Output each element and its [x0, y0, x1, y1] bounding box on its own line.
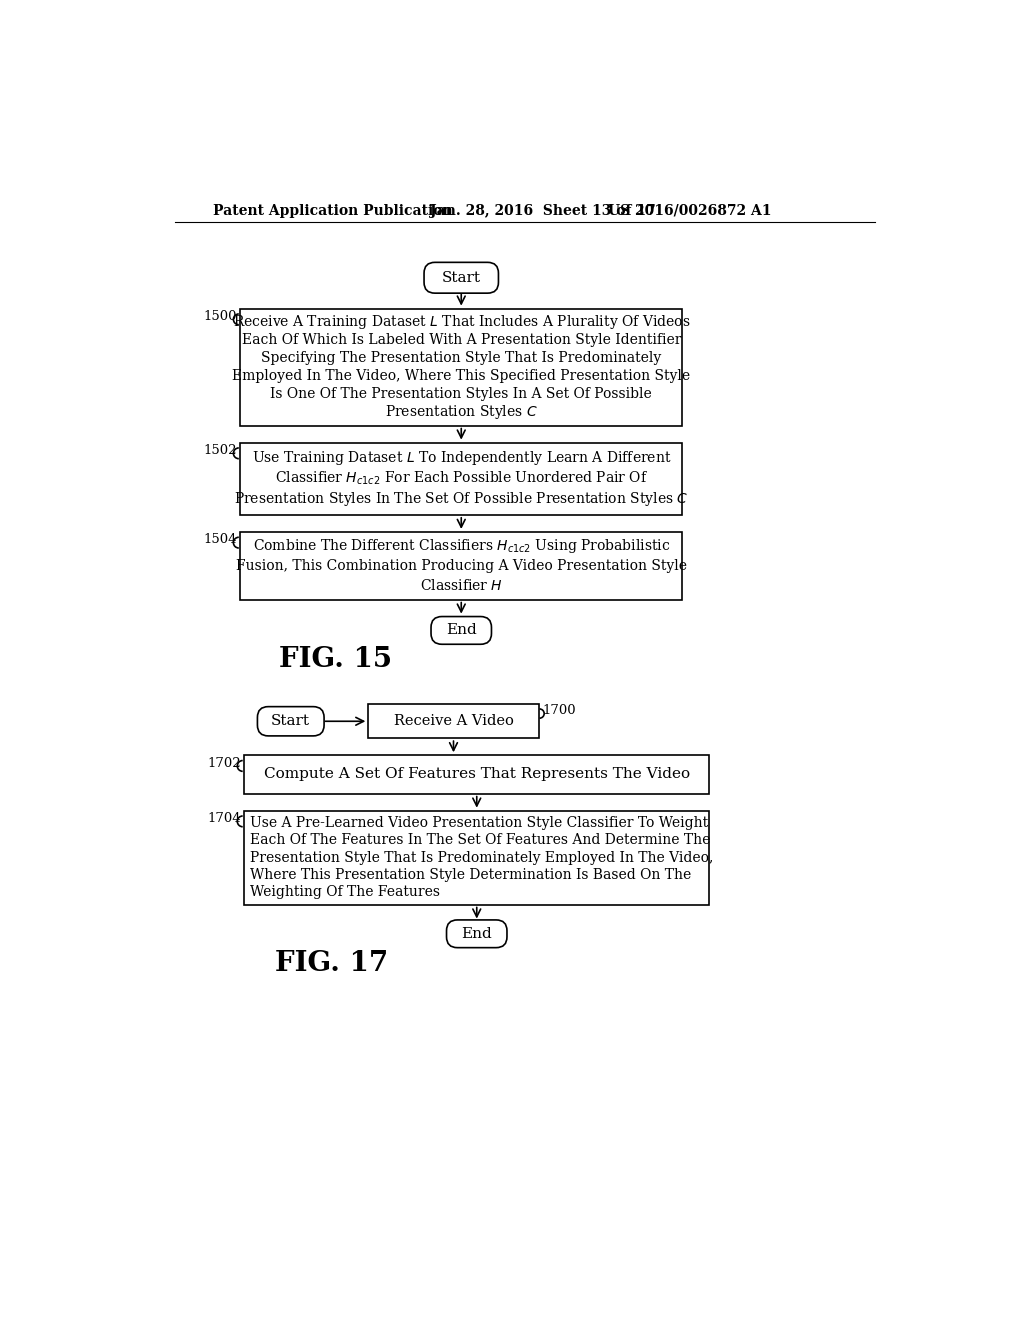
Text: Classifier $\mathit{H}$: Classifier $\mathit{H}$ — [420, 578, 503, 593]
FancyBboxPatch shape — [431, 616, 492, 644]
Text: Fusion, This Combination Producing A Video Presentation Style: Fusion, This Combination Producing A Vid… — [236, 558, 687, 573]
Text: Patent Application Publication: Patent Application Publication — [213, 203, 453, 218]
Text: Use A Pre-Learned Video Presentation Style Classifier To Weight: Use A Pre-Learned Video Presentation Sty… — [251, 816, 709, 830]
Text: FIG. 17: FIG. 17 — [275, 949, 388, 977]
Text: Start: Start — [271, 714, 310, 729]
Text: Is One Of The Presentation Styles In A Set Of Possible: Is One Of The Presentation Styles In A S… — [270, 387, 652, 401]
Text: Weighting Of The Features: Weighting Of The Features — [251, 884, 440, 899]
FancyBboxPatch shape — [257, 706, 324, 737]
Text: Receive A Video: Receive A Video — [393, 714, 513, 729]
Text: Where This Presentation Style Determination Is Based On The: Where This Presentation Style Determinat… — [251, 867, 691, 882]
Text: 1700: 1700 — [543, 705, 577, 717]
Text: 1702: 1702 — [208, 756, 241, 770]
Text: Compute A Set Of Features That Represents The Video: Compute A Set Of Features That Represent… — [264, 767, 690, 781]
Bar — [369, 705, 539, 738]
FancyBboxPatch shape — [446, 920, 507, 948]
Text: 1502: 1502 — [204, 444, 238, 457]
Text: Employed In The Video, Where This Specified Presentation Style: Employed In The Video, Where This Specif… — [232, 370, 690, 383]
Bar — [241, 532, 682, 599]
Text: Start: Start — [441, 271, 480, 285]
Text: Jan. 28, 2016  Sheet 13 of 17: Jan. 28, 2016 Sheet 13 of 17 — [430, 203, 656, 218]
Text: 1704: 1704 — [208, 812, 241, 825]
Text: 1504: 1504 — [204, 533, 238, 546]
Bar — [245, 755, 710, 793]
Text: Classifier $\mathit{H}_{c1c2}$ For Each Possible Unordered Pair Of: Classifier $\mathit{H}_{c1c2}$ For Each … — [274, 470, 648, 487]
Text: End: End — [445, 623, 476, 638]
Bar — [241, 442, 682, 515]
FancyBboxPatch shape — [424, 263, 499, 293]
Text: 1500: 1500 — [204, 310, 238, 323]
Text: Presentation Styles $\mathit{C}$: Presentation Styles $\mathit{C}$ — [385, 403, 538, 421]
Text: FIG. 15: FIG. 15 — [280, 647, 392, 673]
Text: Presentation Styles In The Set Of Possible Presentation Styles $\mathit{C}$: Presentation Styles In The Set Of Possib… — [234, 491, 688, 508]
Text: Each Of The Features In The Set Of Features And Determine The: Each Of The Features In The Set Of Featu… — [251, 833, 711, 847]
Text: US 2016/0026872 A1: US 2016/0026872 A1 — [608, 203, 772, 218]
Text: Combine The Different Classifiers $\mathit{H}_{c1c2}$ Using Probabilistic: Combine The Different Classifiers $\math… — [253, 537, 670, 556]
Bar — [245, 810, 710, 904]
Text: End: End — [462, 927, 493, 941]
Text: Use Training Dataset $\mathit{L}$ To Independently Learn A Different: Use Training Dataset $\mathit{L}$ To Ind… — [252, 449, 671, 467]
Text: Receive A Training Dataset $\mathit{L}$ That Includes A Plurality Of Videos: Receive A Training Dataset $\mathit{L}$ … — [232, 313, 690, 331]
Text: Each Of Which Is Labeled With A Presentation Style Identifier: Each Of Which Is Labeled With A Presenta… — [242, 333, 681, 347]
Text: Presentation Style That Is Predominately Employed In The Video,: Presentation Style That Is Predominately… — [251, 850, 714, 865]
Bar — [241, 309, 682, 425]
Text: Specifying The Presentation Style That Is Predominately: Specifying The Presentation Style That I… — [261, 351, 662, 366]
